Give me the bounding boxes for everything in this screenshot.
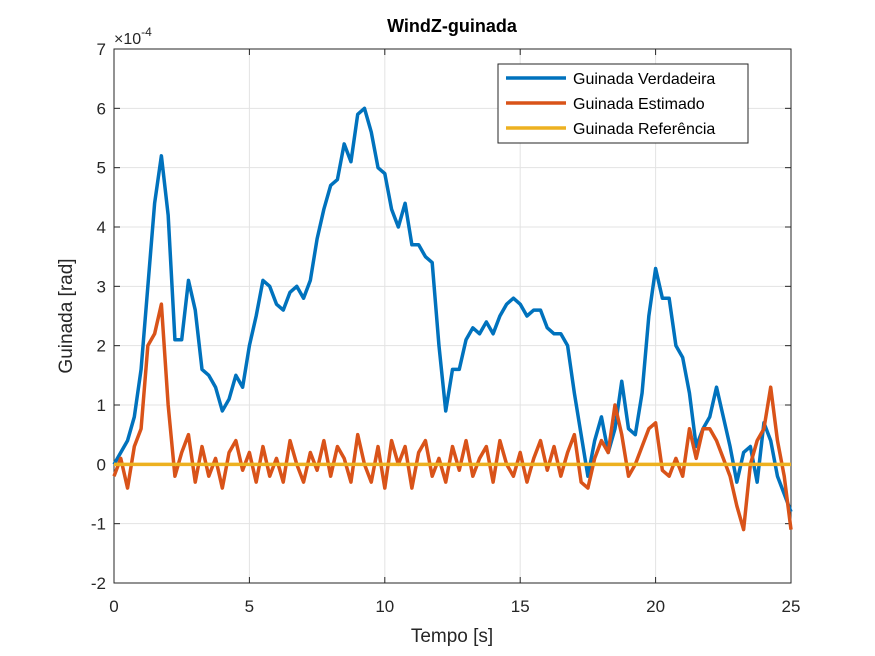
chart-title: WindZ-guinada [387,16,518,36]
y-multiplier: ×10-4 [114,25,152,48]
series-line [112,106,793,513]
x-tick-label: 10 [375,597,394,616]
x-tick-label: 25 [782,597,801,616]
legend-label: Guinada Verdadeira [573,71,715,88]
x-axis-label: Tempo [s] [411,626,493,647]
y-tick-label: 0 [97,455,106,474]
y-tick-label: 5 [97,159,106,178]
y-tick-label: 7 [97,40,106,59]
y-tick-label: -2 [91,574,106,593]
x-tick-label: 0 [109,597,118,616]
legend-label: Guinada Referência [573,121,715,138]
y-tick-label: 3 [97,277,106,296]
y-axis-label: Guinada [rad] [56,258,77,373]
x-tick-label: 5 [245,597,254,616]
y-tick-label: -1 [91,515,106,534]
y-tick-label: 6 [97,99,106,118]
legend-label: Guinada Estimado [573,96,705,113]
y-tick-label: 2 [97,337,106,356]
plot-frame [113,48,792,584]
x-tick-label: 20 [646,597,665,616]
x-tick-label: 15 [511,597,530,616]
y-tick-label: 4 [97,218,106,237]
y-tick-label: 1 [97,396,106,415]
multiplier-exponent: -4 [141,25,152,39]
multiplier-base: ×10 [114,31,141,48]
